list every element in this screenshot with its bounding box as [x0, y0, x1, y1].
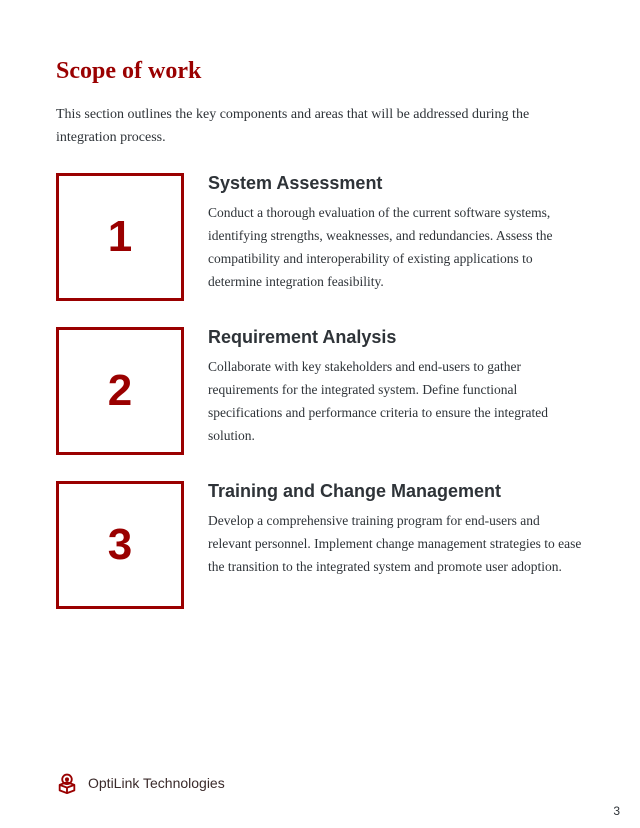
section-title: Scope of work [56, 58, 584, 85]
scope-item: 3 Training and Change Management Develop… [56, 481, 584, 609]
scope-item: 2 Requirement Analysis Collaborate with … [56, 327, 584, 455]
item-body: Requirement Analysis Collaborate with ke… [208, 327, 584, 448]
item-heading: System Assessment [208, 173, 584, 194]
item-body: System Assessment Conduct a thorough eva… [208, 173, 584, 294]
section-intro: This section outlines the key components… [56, 103, 584, 149]
page-number: 3 [613, 804, 620, 818]
item-heading: Requirement Analysis [208, 327, 584, 348]
item-number: 3 [108, 520, 132, 570]
item-number: 2 [108, 366, 132, 416]
item-text: Develop a comprehensive training program… [208, 510, 584, 579]
item-number: 1 [108, 212, 132, 262]
camera-box-icon [56, 772, 78, 794]
item-text: Collaborate with key stakeholders and en… [208, 356, 584, 448]
number-box: 2 [56, 327, 184, 455]
company-name: OptiLink Technologies [88, 775, 225, 791]
scope-item: 1 System Assessment Conduct a thorough e… [56, 173, 584, 301]
item-heading: Training and Change Management [208, 481, 584, 502]
footer: OptiLink Technologies [56, 772, 584, 794]
item-text: Conduct a thorough evaluation of the cur… [208, 202, 584, 294]
number-box: 3 [56, 481, 184, 609]
item-body: Training and Change Management Develop a… [208, 481, 584, 579]
document-page: Scope of work This section outlines the … [0, 0, 640, 828]
number-box: 1 [56, 173, 184, 301]
